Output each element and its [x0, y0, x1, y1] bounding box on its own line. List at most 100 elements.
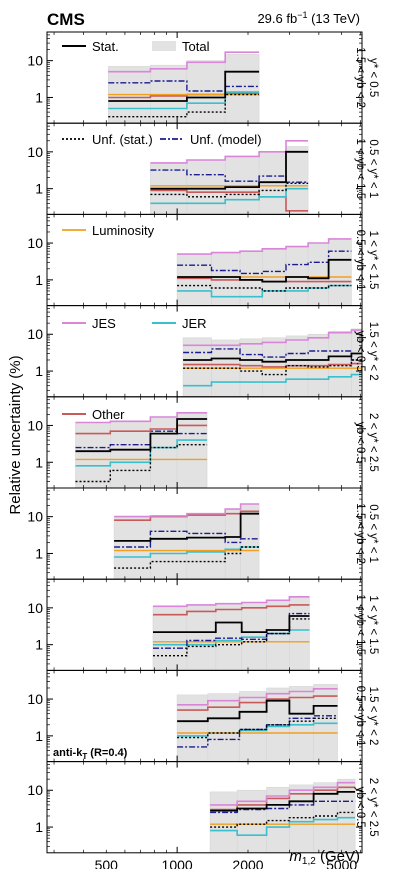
region-label-yb: 1 < yb < 1.5: [354, 138, 366, 199]
jer-uncertainty-line: [183, 373, 362, 387]
panel-plot-area: [209, 778, 356, 853]
stat-uncertainty-line: [210, 791, 356, 812]
panel-plot-area: [176, 684, 338, 762]
region-label-yb: 1.5 < yb < 2: [354, 503, 366, 564]
unf-model-uncertainty-line: [150, 169, 309, 183]
legend-jer-label: JER: [182, 316, 207, 331]
x-tick-label: 2000: [232, 857, 263, 869]
total-uncertainty-bar: [186, 159, 226, 215]
total-uncertainty-bar: [113, 516, 151, 580]
stat-uncertainty-line: [114, 512, 260, 542]
panel-9: 1 10 2 < y* < 2.5yb < 0.5: [27, 761, 379, 854]
total-uncertainty-bar: [186, 513, 226, 580]
x-axis-label-subscript: 1,2: [302, 856, 316, 867]
y-tick-label: 10: [27, 691, 43, 707]
jes-uncertainty-line: [177, 238, 352, 255]
panel-plot-area: [152, 596, 310, 671]
region-label-yb: yb < 0.5: [354, 787, 366, 828]
x-tick-label: 5000: [326, 857, 357, 869]
experiment-label: CMS: [47, 10, 85, 29]
panel-region-label: 2 < y* < 2.5yb < 0.5: [354, 778, 379, 837]
other-uncertainty-line: [114, 510, 260, 521]
y-tick-label: 1: [35, 545, 43, 561]
y-tick-label: 1: [35, 454, 43, 470]
total-uncertainty-bar: [289, 784, 314, 853]
y-axis-label: Relative uncertainty (%): [7, 355, 24, 514]
algorithm-label: anti-kT (R=0.4): [53, 747, 128, 761]
region-label-yb: yb < 0.5: [354, 331, 366, 372]
jer-uncertainty-line: [153, 629, 310, 646]
y-tick-label: 10: [27, 235, 43, 251]
jes-uncertainty-line: [75, 412, 208, 424]
algorithm-name: anti-k: [53, 747, 83, 759]
y-tick-label: 1: [35, 819, 43, 835]
jes-uncertainty-line: [183, 329, 362, 347]
jes-uncertainty-line: [108, 51, 260, 73]
jes-uncertainty-line: [150, 140, 309, 164]
algorithm-subscript: T: [82, 752, 87, 761]
other-uncertainty-line: [153, 604, 310, 616]
jer-uncertainty-line: [114, 546, 260, 558]
total-uncertainty-bar: [209, 791, 238, 853]
panel-region-label: 0.5 < y* < 11 < yb < 1.5: [354, 138, 379, 199]
region-label-yb: 1 < yb < 1.5: [354, 594, 366, 655]
total-uncertainty-bar: [258, 151, 287, 215]
total-uncertainty-bar: [337, 778, 356, 853]
panel-region-label: 1.5 < y* < 20.5 < yb < 1: [354, 686, 379, 747]
panel-region-label: 0.5 < y* < 11.5 < yb < 2: [354, 503, 379, 564]
jes-uncertainty-line: [114, 503, 260, 518]
lumi-unit-exponent: −1: [297, 10, 307, 20]
region-label-ystar: 1.5 < y* < 2: [367, 687, 379, 746]
panel-plot-area: [113, 503, 260, 580]
region-label-ystar: 1 < y* < 1.5: [367, 595, 379, 654]
y-tick-label: 1: [35, 637, 43, 653]
stat-uncertainty-line: [183, 352, 362, 363]
total-uncertainty-bar: [307, 242, 329, 306]
region-label-yb: 0.5 < yb < 1: [354, 686, 366, 747]
stat-uncertainty-line: [75, 418, 208, 453]
legend-total-label: Total: [182, 39, 210, 54]
region-label-ystar: 2 < y* < 2.5: [367, 413, 379, 472]
unf-stat-uncertainty-line: [210, 811, 356, 828]
y-tick-label: 1: [35, 272, 43, 288]
panel-region-label: 2 < y* < 2.5yb < 0.5: [354, 413, 379, 472]
total-uncertainty-bar: [152, 605, 188, 671]
x-tick-label: 1000: [162, 857, 193, 869]
y-tick-label: 1: [35, 363, 43, 379]
panel-plot-area: [176, 238, 352, 306]
unf-stat-uncertainty-line: [75, 444, 208, 483]
region-label-ystar: 2 < y* < 2.5: [367, 778, 379, 837]
panel-plot-area: [75, 412, 208, 488]
lumi-value: 29.6 fb: [257, 11, 297, 26]
panel-plot-area: [150, 140, 309, 215]
unf-model-uncertainty-line: [183, 348, 362, 361]
region-label-yb: 1.5 < yb < 2: [354, 47, 366, 108]
total-uncertainty-bar: [186, 60, 226, 124]
panel-4: 1 10 1.5 < y* < 2yb < 0.5: [27, 305, 379, 398]
region-label-ystar: y* < 0.5: [367, 58, 379, 97]
panel-8: 1 10 1.5 < y* < 20.5 < yb < 1: [27, 669, 379, 763]
panel-7: 1 10 1 < y* < 1.51 < yb < 1.5: [27, 578, 379, 671]
legend-jes-label: JES: [92, 316, 116, 331]
panel-region-label: 1 < y* < 1.51 < yb < 1.5: [354, 594, 379, 655]
total-uncertainty-bar: [236, 789, 267, 853]
x-tick-label: 500: [95, 857, 119, 869]
y-tick-label: 10: [27, 326, 43, 342]
x-tick-labels: 500 1000 2000 5000: [95, 857, 358, 869]
y-tick-label: 1: [35, 181, 43, 197]
unf-stat-uncertainty-line: [177, 284, 352, 292]
jes-uncertainty-line: [153, 596, 310, 608]
total-uncertainty-bar: [224, 508, 241, 580]
panel-3: 1 10 1 < y* < 1.50.5 < yb < 1: [27, 213, 379, 307]
total-uncertainty-bar: [289, 596, 310, 671]
stat-uncertainty-line: [150, 150, 309, 190]
unf-model-uncertainty-line: [177, 250, 352, 275]
y-tick-label: 10: [27, 782, 43, 798]
total-uncertainty-bar: [207, 693, 240, 762]
lumi-label: 29.6 fb−1 (13 TeV): [257, 10, 360, 26]
x-axis-label-unit: (GeV): [316, 848, 360, 865]
panel-region-label: 1.5 < y* < 2yb < 0.5: [354, 322, 379, 381]
unf-stat-uncertainty-line: [114, 546, 260, 569]
total-uncertainty-bar: [182, 337, 212, 397]
panel-region-label: 1 < y* < 1.50.5 < yb < 1: [354, 230, 379, 291]
